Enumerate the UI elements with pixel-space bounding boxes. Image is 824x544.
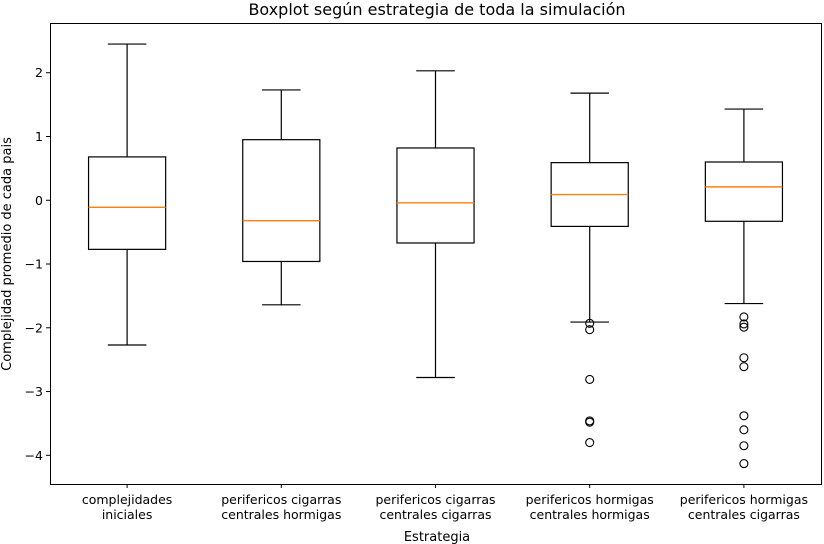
y-tick-label: −4 [25,448,43,463]
outlier-point [739,322,749,332]
y-tick-label: −1 [25,257,43,272]
plot-frame [50,23,822,485]
outlier-point [739,362,749,372]
outlier-point [739,319,749,329]
outlier-point [585,374,595,384]
x-tick-label: complejidades [82,492,172,507]
x-tick-label: centrales hormigas [221,507,341,522]
outlier-point [739,411,749,421]
outlier-point [739,441,749,451]
y-tick-label: −3 [25,384,43,399]
y-tick-label: −2 [25,320,43,335]
x-tick-label: perifericos hormigas [680,492,808,507]
outlier-point [739,459,749,469]
x-tick-label: centrales cigarras [379,507,491,522]
outlier-point [739,425,749,435]
x-axis-label: Estrategia [404,530,470,544]
x-tick-label: perifericos cigarras [375,492,495,507]
x-tick-label: centrales cigarras [688,507,800,522]
outlier-point [739,353,749,363]
outlier-point [585,318,595,328]
y-tick-label: 1 [35,129,43,144]
y-tick-label: 0 [35,193,43,208]
x-tick-label: perifericos cigarras [221,492,341,507]
x-tick-label: perifericos hormigas [526,492,654,507]
x-tick-label: centrales hormigas [530,507,650,522]
y-tick-label: 2 [35,65,43,80]
box-iqr [242,139,321,263]
chart-title: Boxplot según estrategia de toda la simu… [248,0,625,19]
box-iqr [396,147,475,244]
outlier-point [739,312,749,322]
box-iqr [87,156,167,250]
outlier-point [585,417,595,427]
outlier-point [585,325,595,335]
box-iqr [704,161,784,222]
x-tick-label: iniciales [102,507,153,522]
y-axis-label: Complejidad promedio de cada pais [0,137,15,371]
outlier-point [585,438,595,448]
